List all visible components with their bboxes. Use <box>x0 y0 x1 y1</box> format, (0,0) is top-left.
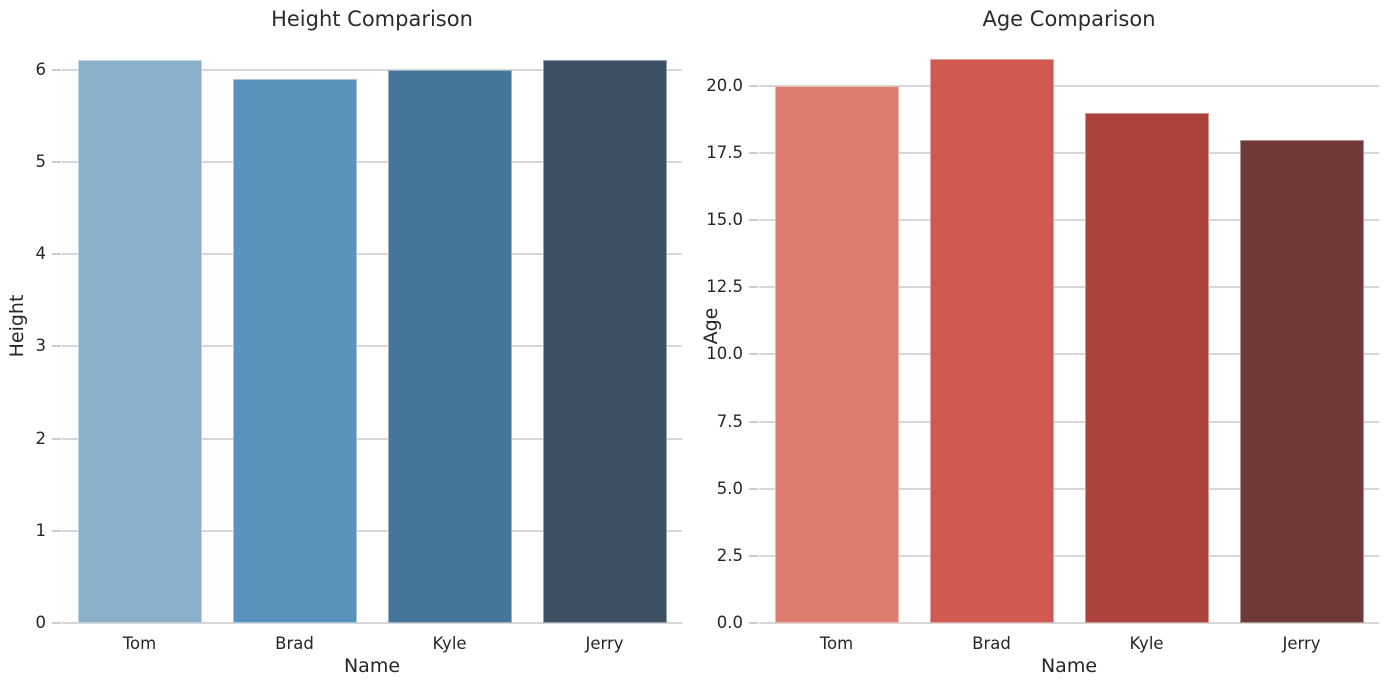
y-tick-label: 5 <box>35 151 47 171</box>
y-tick-label: 6 <box>35 59 47 79</box>
bar-tom <box>77 60 202 623</box>
x-axis-label: Name <box>1040 655 1098 677</box>
age-comparison-chart: Age Comparison Age 0.0 2.5 5.0 7.5 10.0 12.5 1… <box>694 0 1388 690</box>
y-tick-mark <box>52 253 61 256</box>
y-tick-label: 15.0 <box>706 209 743 229</box>
bar-jerry <box>542 60 667 623</box>
y-tick-label: 7.5 <box>716 411 743 431</box>
y-tick-mark <box>749 219 758 222</box>
x-tick-label: Tom <box>819 634 854 653</box>
plot-area: 0 1 2 3 4 5 6 Tom Brad Kyle Jerry <box>36 30 682 653</box>
y-tick-mark <box>749 286 758 289</box>
y-tick-label: 0 <box>35 612 47 632</box>
y-tick-mark <box>52 622 61 624</box>
y-tick-mark <box>749 420 758 423</box>
bar-tom <box>774 85 899 623</box>
y-tick-label: 17.5 <box>706 142 743 162</box>
gridline <box>759 152 1379 154</box>
bar-brad <box>929 59 1054 623</box>
y-tick-label: 12.5 <box>706 277 743 297</box>
y-tick-label: 2.5 <box>716 545 743 565</box>
gridline <box>62 622 682 624</box>
chart-title: Age Comparison <box>982 7 1156 31</box>
y-tick-mark <box>749 84 758 87</box>
y-tick-mark <box>749 353 758 356</box>
y-tick-mark <box>749 152 758 154</box>
y-tick-label: 2 <box>35 428 47 448</box>
plot-area: 0.0 2.5 5.0 7.5 10.0 12.5 15.0 17.5 20.0 Tom Brad K… <box>706 30 1379 653</box>
y-tick-label: 5.0 <box>716 478 743 498</box>
x-tick-label: Jerry <box>585 634 624 653</box>
y-tick-label: 1 <box>35 520 47 540</box>
gridline <box>759 554 1379 557</box>
bar-kyle <box>387 69 512 623</box>
y-axis-label: Height <box>6 294 28 358</box>
y-tick-label: 3 <box>35 336 47 356</box>
x-tick-label: Kyle <box>1129 634 1164 653</box>
x-tick-label: Brad <box>972 634 1011 653</box>
x-tick-label: Brad <box>275 634 314 653</box>
y-tick-mark <box>52 160 61 163</box>
y-tick-label: 10.0 <box>706 344 743 364</box>
x-tick-label: Jerry <box>1282 634 1321 653</box>
x-axis-label: Name <box>343 655 401 677</box>
gridline <box>759 353 1379 356</box>
height-comparison-chart: Height Comparison Height 0 1 2 3 4 5 6 Tom Brad K… <box>0 0 694 690</box>
y-tick-mark <box>52 68 61 71</box>
gridline <box>759 420 1379 423</box>
y-tick-mark <box>749 622 758 624</box>
x-tick-label: Tom <box>122 634 157 653</box>
bar-kyle <box>1084 112 1209 623</box>
gridline <box>62 345 682 348</box>
gridline <box>759 487 1379 490</box>
y-tick-mark <box>749 554 758 557</box>
gridline <box>759 219 1379 222</box>
bar-jerry <box>1239 139 1364 623</box>
y-tick-mark <box>749 487 758 490</box>
y-tick-mark <box>52 345 61 348</box>
y-tick-label: 4 <box>35 243 47 263</box>
y-tick-label: 0.0 <box>716 612 743 632</box>
gridline <box>62 529 682 532</box>
x-tick-label: Kyle <box>432 634 467 653</box>
gridline <box>62 68 682 71</box>
y-tick-label: 20.0 <box>706 75 743 95</box>
y-tick-mark <box>52 529 61 532</box>
chart-title: Height Comparison <box>271 7 473 31</box>
gridline <box>759 622 1379 624</box>
gridline <box>759 84 1379 87</box>
gridline <box>62 437 682 440</box>
gridline <box>759 286 1379 289</box>
gridline <box>62 253 682 256</box>
gridline <box>62 160 682 163</box>
y-tick-mark <box>52 437 61 440</box>
bar-brad <box>232 78 357 623</box>
y-axis-label: Age <box>700 307 722 345</box>
